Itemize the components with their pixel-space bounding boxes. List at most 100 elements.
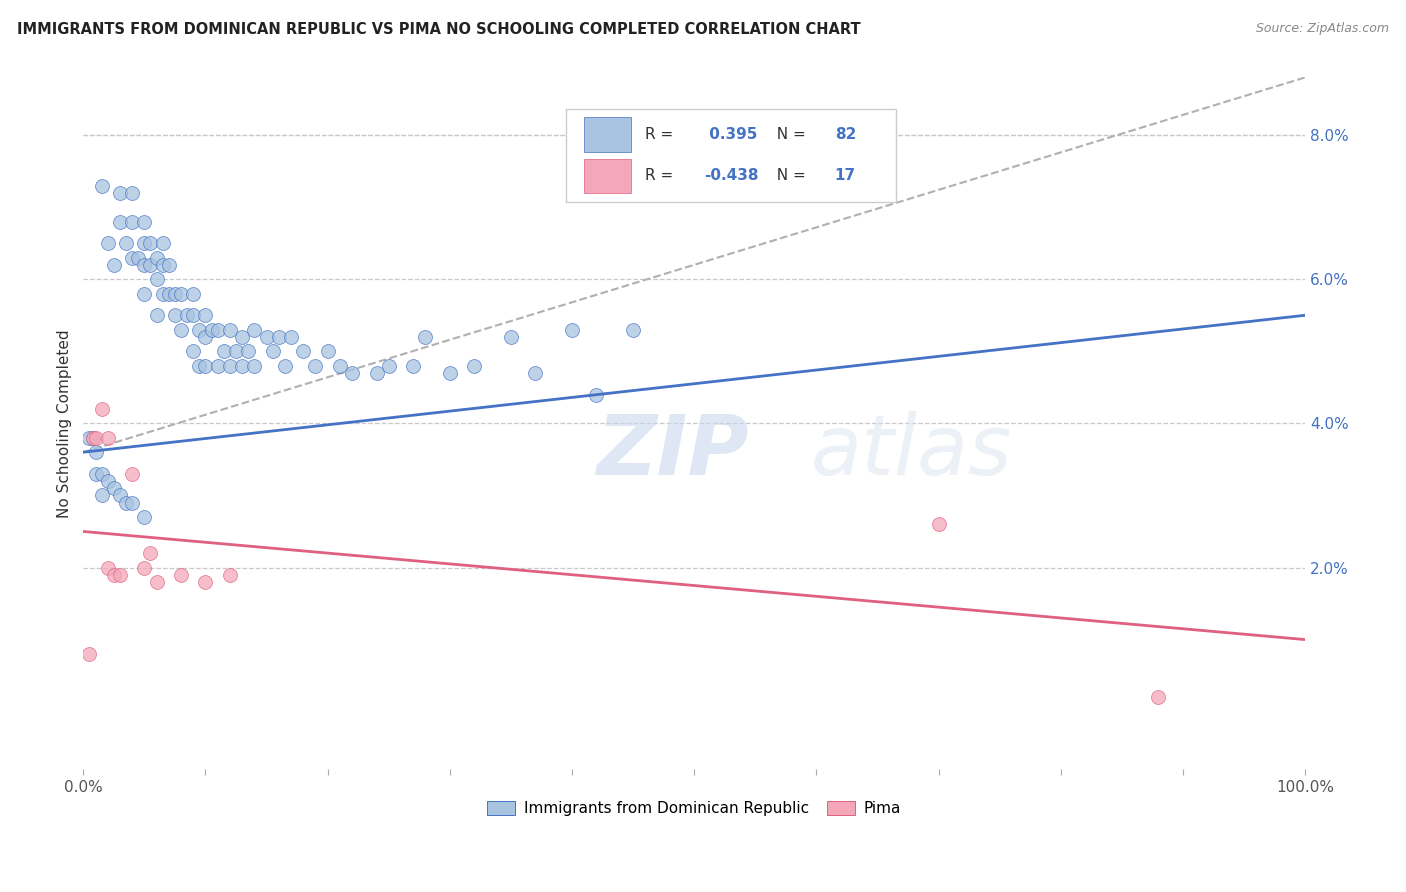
Text: R =: R = [645,128,679,142]
Point [121,467,143,481]
Point [463,359,485,373]
Point [163,308,186,322]
Point [97,560,120,574]
Point [145,251,167,265]
Point [145,574,167,589]
Point [207,359,229,373]
Point [134,510,156,524]
Point [194,308,217,322]
Text: -0.438: -0.438 [704,169,758,184]
Point [170,286,193,301]
Point [97,431,120,445]
Point [115,496,138,510]
Text: N =: N = [768,169,811,184]
Point [194,359,217,373]
Point [84,445,107,459]
Point [292,344,315,359]
Point [181,286,204,301]
Point [340,366,363,380]
Point [243,359,266,373]
FancyBboxPatch shape [565,109,896,202]
Point [280,330,302,344]
Point [499,330,522,344]
Point [207,323,229,337]
Point [90,467,112,481]
Point [145,308,167,322]
Point [145,272,167,286]
Point [108,214,131,228]
Point [97,236,120,251]
Point [139,546,162,560]
Point [108,186,131,200]
Point [103,258,125,272]
Point [152,236,174,251]
Point [274,359,297,373]
Point [121,496,143,510]
Point [329,359,352,373]
Point [231,359,253,373]
Point [181,344,204,359]
Point [928,517,950,532]
Point [157,286,180,301]
Point [134,214,156,228]
Point [84,467,107,481]
Point [90,178,112,193]
Point [79,431,101,445]
Text: R =: R = [645,169,679,184]
Point [621,323,644,337]
Point [134,258,156,272]
Point [108,488,131,502]
Text: IMMIGRANTS FROM DOMINICAN REPUBLIC VS PIMA NO SCHOOLING COMPLETED CORRELATION CH: IMMIGRANTS FROM DOMINICAN REPUBLIC VS PI… [17,22,860,37]
Point [127,251,149,265]
Point [82,431,104,445]
Point [163,286,186,301]
Point [1147,690,1170,705]
Point [402,359,425,373]
Point [121,251,143,265]
Point [415,330,437,344]
Point [194,574,217,589]
Point [134,560,156,574]
Point [181,308,204,322]
Point [231,330,253,344]
Point [152,286,174,301]
Point [366,366,388,380]
Point [585,387,607,401]
Point [267,330,290,344]
Point [194,330,217,344]
Point [256,330,278,344]
Point [152,258,174,272]
Point [243,323,266,337]
Point [200,323,222,337]
Point [238,344,260,359]
Point [219,359,242,373]
Point [108,567,131,582]
Point [134,286,156,301]
Point [84,431,107,445]
Point [219,323,242,337]
Point [121,214,143,228]
Legend: Immigrants from Dominican Republic, Pima: Immigrants from Dominican Republic, Pima [479,794,908,824]
Point [170,323,193,337]
Point [188,359,211,373]
Point [316,344,339,359]
FancyBboxPatch shape [585,118,631,152]
Text: N =: N = [768,128,811,142]
Point [103,481,125,495]
Point [170,567,193,582]
Point [225,344,247,359]
Point [262,344,284,359]
Text: 17: 17 [835,169,856,184]
Point [134,236,156,251]
Text: Source: ZipAtlas.com: Source: ZipAtlas.com [1256,22,1389,36]
Point [524,366,547,380]
Point [121,186,143,200]
Text: 0.395: 0.395 [704,128,758,142]
Point [139,258,162,272]
Point [82,431,104,445]
Point [97,474,120,488]
Text: ZIP: ZIP [596,410,749,491]
Point [188,323,211,337]
Y-axis label: No Schooling Completed: No Schooling Completed [58,329,72,517]
Point [176,308,198,322]
